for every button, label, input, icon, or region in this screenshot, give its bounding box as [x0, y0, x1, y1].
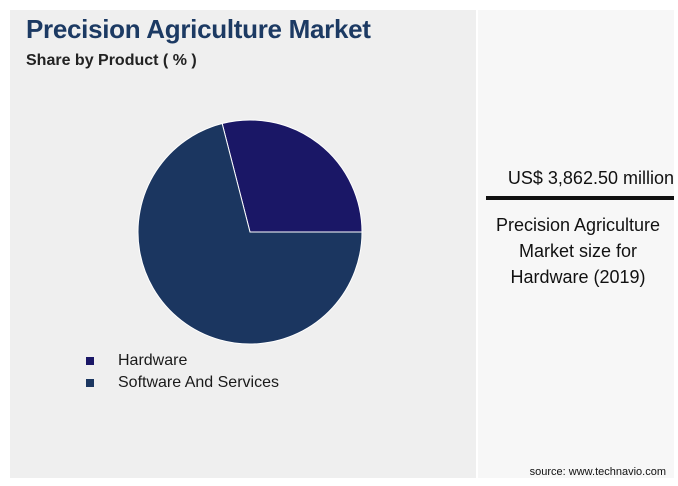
chart-title: Precision Agriculture Market — [26, 14, 371, 44]
market-size-caption: Precision Agriculture Market size for Ha… — [495, 215, 661, 287]
highlight-panel — [478, 10, 674, 478]
legend-item-software: Software And Services — [86, 372, 279, 394]
market-size-value: US$ 3,862.50 million — [507, 168, 674, 188]
pie-slice-software — [137, 122, 363, 345]
legend-swatch-hardware — [86, 357, 94, 365]
legend-item-hardware: Hardware — [86, 350, 279, 372]
divider-rule — [486, 196, 674, 200]
chart-subtitle: Share by Product ( % ) — [26, 52, 197, 69]
source-note: source: www.technavio.com — [529, 466, 666, 478]
legend-label-hardware: Hardware — [118, 352, 188, 369]
legend: Hardware Software And Services — [86, 350, 279, 394]
legend-label-software: Software And Services — [118, 374, 279, 391]
pie-slice-hardware — [221, 119, 363, 233]
legend-swatch-software — [86, 379, 94, 387]
pie-chart — [137, 119, 363, 345]
